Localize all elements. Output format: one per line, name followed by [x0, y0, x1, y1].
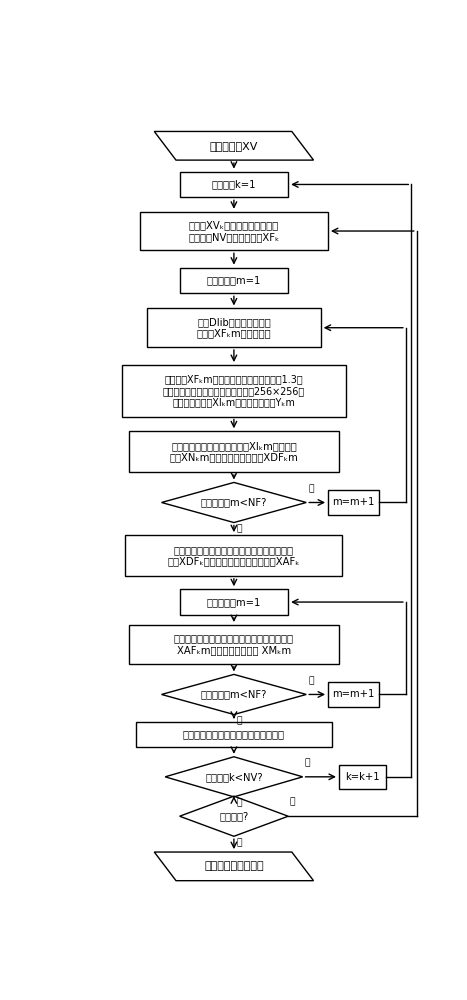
Text: 否: 否 [290, 798, 296, 807]
Polygon shape [165, 757, 303, 797]
Text: 设置整体分割网络损失函数和优化算法: 设置整体分割网络损失函数和优化算法 [183, 730, 285, 740]
Text: 携建时域自注意力模块，输入为双流合并特征
集合XDFₖ，输出为自注意力特征集合XAFₖ: 携建时域自注意力模块，输入为双流合并特征 集合XDFₖ，输出为自注意力特征集合X… [168, 545, 300, 566]
Text: 视频序号k=1: 视频序号k=1 [212, 179, 256, 189]
Text: 是: 是 [237, 838, 242, 847]
Polygon shape [162, 482, 306, 523]
Bar [339, 765, 386, 789]
Text: 保存分割网络权重値: 保存分割网络权重値 [204, 861, 264, 871]
Text: 携建时域上采样模块，输入为双流合并特征合
XAFₖm，输出为预测掩膜 XMₖm: 携建时域上采样模块，输入为双流合并特征合 XAFₖm，输出为预测掩膜 XMₖm [174, 634, 294, 655]
Bar [136, 722, 332, 747]
Bar [129, 625, 339, 664]
Text: 视频帧序号m=1: 视频帧序号m=1 [207, 275, 261, 285]
Text: 是: 是 [308, 484, 314, 493]
Text: 训练视频集XV: 训练视频集XV [210, 141, 258, 151]
Text: 携建双流特征提取模块，输入XIₖm，噪声图
片为XNₖm，输出双流合并特征XDFₖm: 携建双流特征提取模块，输入XIₖm，噪声图 片为XNₖm，输出双流合并特征XDF… [170, 441, 298, 462]
Bar [328, 490, 379, 515]
Polygon shape [154, 131, 313, 160]
Bar [140, 212, 328, 250]
Text: 否: 否 [237, 798, 242, 807]
Text: 训练完成?: 训练完成? [219, 811, 248, 821]
Text: 在视频帧XFₖm和对应的正确掩膜上，裁剪1.3倍
人脸区域的图片，并三次插值采样到256×256，
得到训练视频帧XIₖm和正确掩膜图片Yₖm: 在视频帧XFₖm和对应的正确掩膜上，裁剪1.3倍 人脸区域的图片，并三次插值采样… [163, 374, 305, 407]
Text: 对视频XVₖ进行视频帧抄样，得
到数量为NV的视频帧集合XFₖ: 对视频XVₖ进行视频帧抄样，得 到数量为NV的视频帧集合XFₖ [188, 220, 280, 242]
Text: m=m+1: m=m+1 [332, 497, 375, 507]
Bar [147, 308, 321, 347]
Bar [122, 365, 346, 417]
Bar [125, 535, 342, 576]
Bar [180, 589, 288, 615]
Text: 视频序号k<NV?: 视频序号k<NV? [205, 772, 263, 782]
Text: 视频帧序号m=1: 视频帧序号m=1 [207, 597, 261, 607]
Text: 视频帧序号m<NF?: 视频帧序号m<NF? [201, 497, 267, 507]
Text: 否: 否 [237, 524, 242, 533]
Text: k=k+1: k=k+1 [345, 772, 380, 782]
Text: 视频帧序号m<NF?: 视频帧序号m<NF? [201, 689, 267, 699]
Text: 否: 否 [237, 716, 242, 725]
Polygon shape [154, 852, 313, 881]
Polygon shape [180, 796, 288, 836]
Text: m=m+1: m=m+1 [332, 689, 375, 699]
Text: 是: 是 [308, 676, 314, 685]
Bar [328, 682, 379, 707]
Bar [180, 172, 288, 197]
Text: 是: 是 [304, 758, 310, 767]
Bar [129, 431, 339, 472]
Bar [180, 268, 288, 293]
Text: 使用Dlib库中的卷积神经
网络对XFₖm选取脸部框: 使用Dlib库中的卷积神经 网络对XFₖm选取脸部框 [197, 317, 271, 339]
Polygon shape [162, 674, 306, 715]
